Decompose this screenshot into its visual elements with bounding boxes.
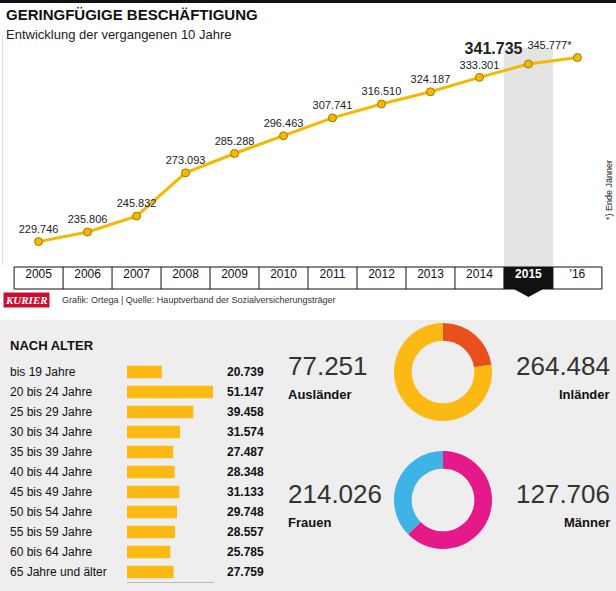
svg-text:29.748: 29.748 xyxy=(227,505,264,519)
svg-text:40 bis 44 Jahre: 40 bis 44 Jahre xyxy=(10,465,92,479)
svg-text:2012: 2012 xyxy=(368,267,395,281)
svg-text:324.187: 324.187 xyxy=(411,73,451,85)
svg-text:Grafik: Ortega | Quelle: Haupt: Grafik: Ortega | Quelle: Hauptverband de… xyxy=(62,295,335,305)
svg-text:296.463: 296.463 xyxy=(264,117,304,129)
svg-text:127.706: 127.706 xyxy=(516,479,610,509)
svg-text:77.251: 77.251 xyxy=(288,351,368,381)
svg-text:51.147: 51.147 xyxy=(227,385,264,399)
svg-text:2015: 2015 xyxy=(515,267,542,281)
svg-text:2009: 2009 xyxy=(221,267,248,281)
svg-text:27.487: 27.487 xyxy=(227,445,264,459)
svg-text:20.739: 20.739 xyxy=(227,365,264,379)
svg-text:KURIER: KURIER xyxy=(5,294,48,306)
svg-text:30 bis 34 Jahre: 30 bis 34 Jahre xyxy=(10,425,92,439)
svg-text:235.806: 235.806 xyxy=(68,213,108,225)
svg-text:GERINGFÜGIGE BESCHÄFTIGUNG: GERINGFÜGIGE BESCHÄFTIGUNG xyxy=(6,6,258,23)
svg-text:Ausländer: Ausländer xyxy=(288,387,352,402)
svg-text:31.574: 31.574 xyxy=(227,425,264,439)
svg-text:345.777*: 345.777* xyxy=(527,39,572,51)
svg-text:20 bis 24 Jahre: 20 bis 24 Jahre xyxy=(10,385,92,399)
svg-text:285.288: 285.288 xyxy=(215,135,255,147)
svg-text:bis 19 Jahre: bis 19 Jahre xyxy=(10,365,76,379)
svg-text:25.785: 25.785 xyxy=(227,545,264,559)
svg-text:*) Ende Jänner: *) Ende Jänner xyxy=(604,160,614,220)
svg-text:45 bis 49 Jahre: 45 bis 49 Jahre xyxy=(10,485,92,499)
svg-text:307.741: 307.741 xyxy=(313,99,353,111)
svg-text:2006: 2006 xyxy=(74,267,101,281)
svg-text:229.746: 229.746 xyxy=(19,223,59,235)
svg-text:316.510: 316.510 xyxy=(362,85,402,97)
svg-text:31.133: 31.133 xyxy=(227,485,264,499)
svg-text:39.458: 39.458 xyxy=(227,405,264,419)
svg-text:Männer: Männer xyxy=(564,515,610,530)
svg-text:Inländer: Inländer xyxy=(559,387,610,402)
svg-text:55 bis 59 Jahre: 55 bis 59 Jahre xyxy=(10,525,92,539)
svg-text:2013: 2013 xyxy=(417,267,444,281)
svg-text:2010: 2010 xyxy=(270,267,297,281)
svg-text:25 bis 29 Jahre: 25 bis 29 Jahre xyxy=(10,405,92,419)
svg-text:Frauen: Frauen xyxy=(288,515,331,530)
svg-text:35 bis 39 Jahre: 35 bis 39 Jahre xyxy=(10,445,92,459)
svg-text:Entwicklung der vergangenen 10: Entwicklung der vergangenen 10 Jahre xyxy=(6,27,231,42)
svg-text:'16: '16 xyxy=(570,267,586,281)
svg-text:264.484: 264.484 xyxy=(516,351,610,381)
svg-text:2008: 2008 xyxy=(172,267,199,281)
svg-text:245.832: 245.832 xyxy=(117,197,157,209)
svg-text:28.348: 28.348 xyxy=(227,465,264,479)
svg-text:2007: 2007 xyxy=(123,267,150,281)
svg-text:65 Jahre und älter: 65 Jahre und älter xyxy=(10,565,107,579)
svg-text:NACH ALTER: NACH ALTER xyxy=(10,338,94,353)
svg-text:341.735: 341.735 xyxy=(465,40,523,57)
svg-text:214.026: 214.026 xyxy=(288,479,382,509)
svg-text:2014: 2014 xyxy=(466,267,493,281)
svg-text:50 bis 54 Jahre: 50 bis 54 Jahre xyxy=(10,505,92,519)
svg-text:27.759: 27.759 xyxy=(227,565,264,579)
svg-text:28.557: 28.557 xyxy=(227,525,264,539)
svg-text:333.301: 333.301 xyxy=(460,59,500,71)
svg-text:2011: 2011 xyxy=(320,267,346,281)
svg-text:273.093: 273.093 xyxy=(166,154,206,166)
svg-text:2005: 2005 xyxy=(25,267,52,281)
svg-text:60 bis 64 Jahre: 60 bis 64 Jahre xyxy=(10,545,92,559)
